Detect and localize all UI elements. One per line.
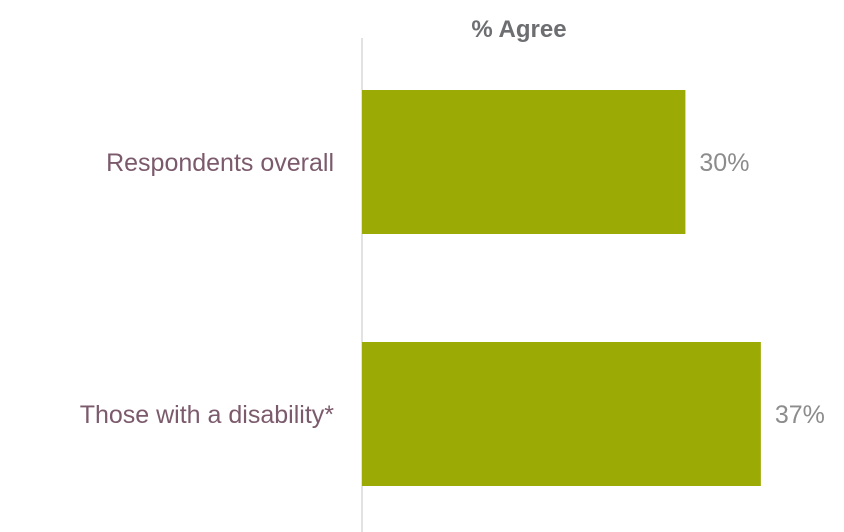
category-label-2: Those with a disability* <box>80 401 335 429</box>
bar-1 <box>362 90 686 234</box>
chart-title: % Agree <box>471 16 566 43</box>
value-label-1: 30% <box>699 149 749 177</box>
category-label-1: Respondents overall <box>106 149 334 177</box>
bar-2 <box>362 342 761 486</box>
value-label-2: 37% <box>775 401 825 429</box>
